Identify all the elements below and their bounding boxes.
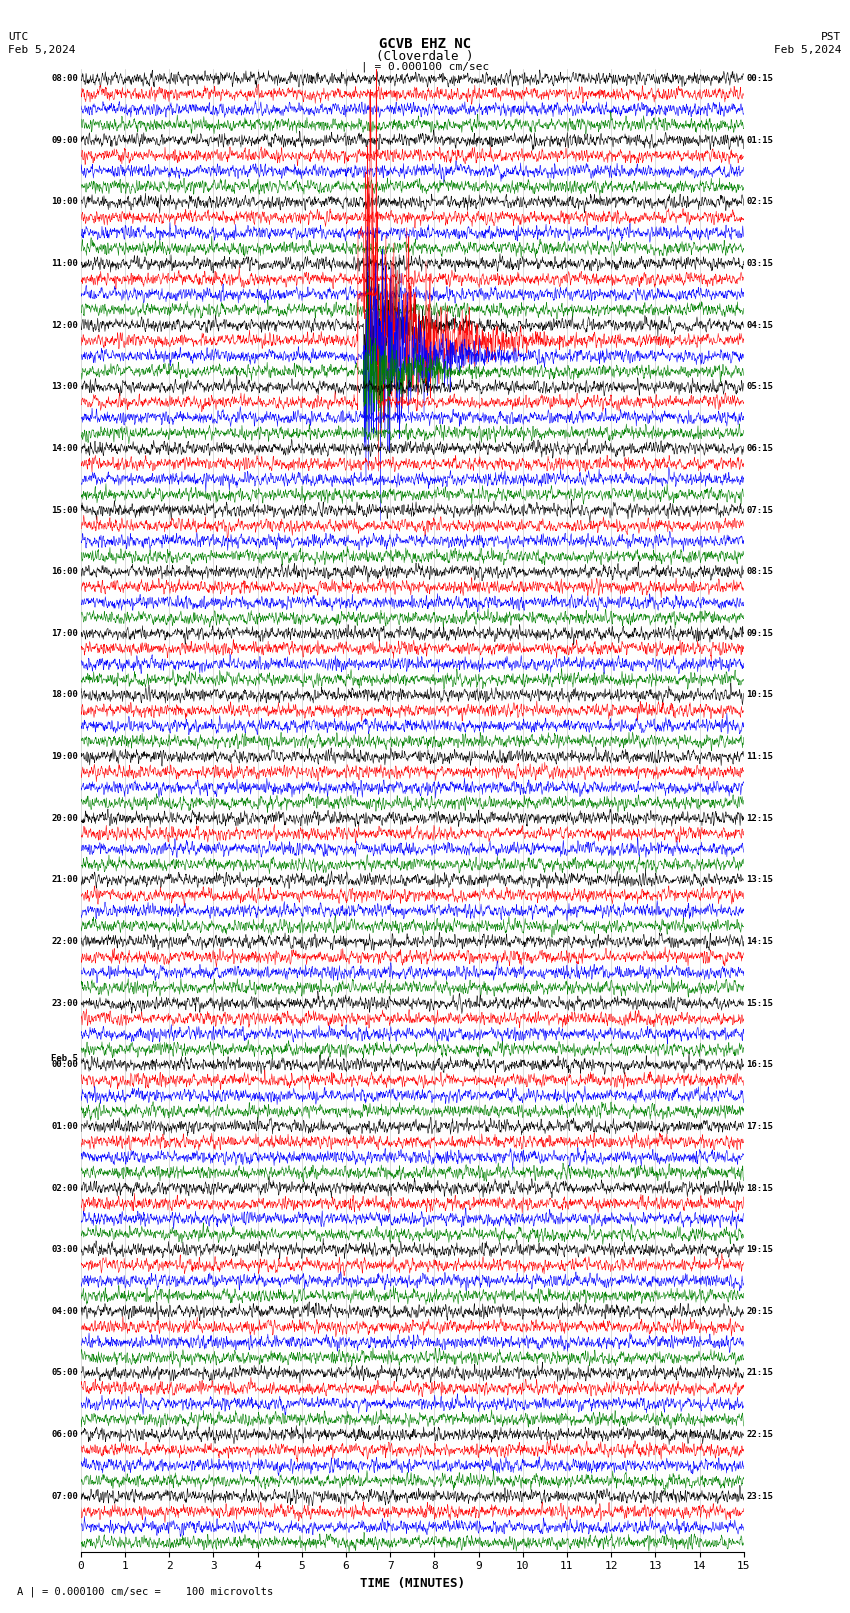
Text: 23:00: 23:00 [51,998,78,1008]
Text: 03:15: 03:15 [746,260,774,268]
Text: 03:00: 03:00 [51,1245,78,1255]
Text: 17:00: 17:00 [51,629,78,637]
Text: 08:00: 08:00 [51,74,78,84]
Text: 00:00: 00:00 [51,1060,78,1069]
Text: 13:00: 13:00 [51,382,78,392]
Text: 14:00: 14:00 [51,444,78,453]
Text: 08:15: 08:15 [746,568,774,576]
Text: 06:15: 06:15 [746,444,774,453]
X-axis label: TIME (MINUTES): TIME (MINUTES) [360,1578,465,1590]
Text: PST: PST [821,32,842,42]
Text: 18:15: 18:15 [746,1184,774,1192]
Text: 04:15: 04:15 [746,321,774,329]
Text: 10:15: 10:15 [746,690,774,700]
Text: 04:00: 04:00 [51,1307,78,1316]
Text: Feb 5: Feb 5 [51,1053,78,1063]
Text: 02:15: 02:15 [746,197,774,206]
Text: 02:00: 02:00 [51,1184,78,1192]
Text: 21:15: 21:15 [746,1368,774,1378]
Text: 09:15: 09:15 [746,629,774,637]
Text: GCVB EHZ NC: GCVB EHZ NC [379,37,471,52]
Text: 11:00: 11:00 [51,260,78,268]
Text: 19:15: 19:15 [746,1245,774,1255]
Text: UTC: UTC [8,32,29,42]
Text: 22:15: 22:15 [746,1431,774,1439]
Text: 14:15: 14:15 [746,937,774,945]
Text: Feb 5,2024: Feb 5,2024 [774,45,842,55]
Text: 09:00: 09:00 [51,135,78,145]
Text: 16:00: 16:00 [51,568,78,576]
Text: (Cloverdale ): (Cloverdale ) [377,50,473,63]
Text: 16:15: 16:15 [746,1060,774,1069]
Text: 10:00: 10:00 [51,197,78,206]
Text: 00:15: 00:15 [746,74,774,84]
Text: 13:15: 13:15 [746,876,774,884]
Text: 17:15: 17:15 [746,1123,774,1131]
Text: 15:15: 15:15 [746,998,774,1008]
Text: 07:15: 07:15 [746,505,774,515]
Text: 18:00: 18:00 [51,690,78,700]
Text: 20:15: 20:15 [746,1307,774,1316]
Text: 06:00: 06:00 [51,1431,78,1439]
Text: 20:00: 20:00 [51,813,78,823]
Text: A | = 0.000100 cm/sec =    100 microvolts: A | = 0.000100 cm/sec = 100 microvolts [17,1586,273,1597]
Text: 21:00: 21:00 [51,876,78,884]
Text: 22:00: 22:00 [51,937,78,945]
Text: Feb 5,2024: Feb 5,2024 [8,45,76,55]
Text: 05:15: 05:15 [746,382,774,392]
Text: 12:00: 12:00 [51,321,78,329]
Text: 01:00: 01:00 [51,1123,78,1131]
Text: 07:00: 07:00 [51,1492,78,1500]
Text: 01:15: 01:15 [746,135,774,145]
Text: 15:00: 15:00 [51,505,78,515]
Text: 11:15: 11:15 [746,752,774,761]
Text: 19:00: 19:00 [51,752,78,761]
Text: | = 0.000100 cm/sec: | = 0.000100 cm/sec [361,61,489,73]
Text: 23:15: 23:15 [746,1492,774,1500]
Text: 12:15: 12:15 [746,813,774,823]
Text: 05:00: 05:00 [51,1368,78,1378]
